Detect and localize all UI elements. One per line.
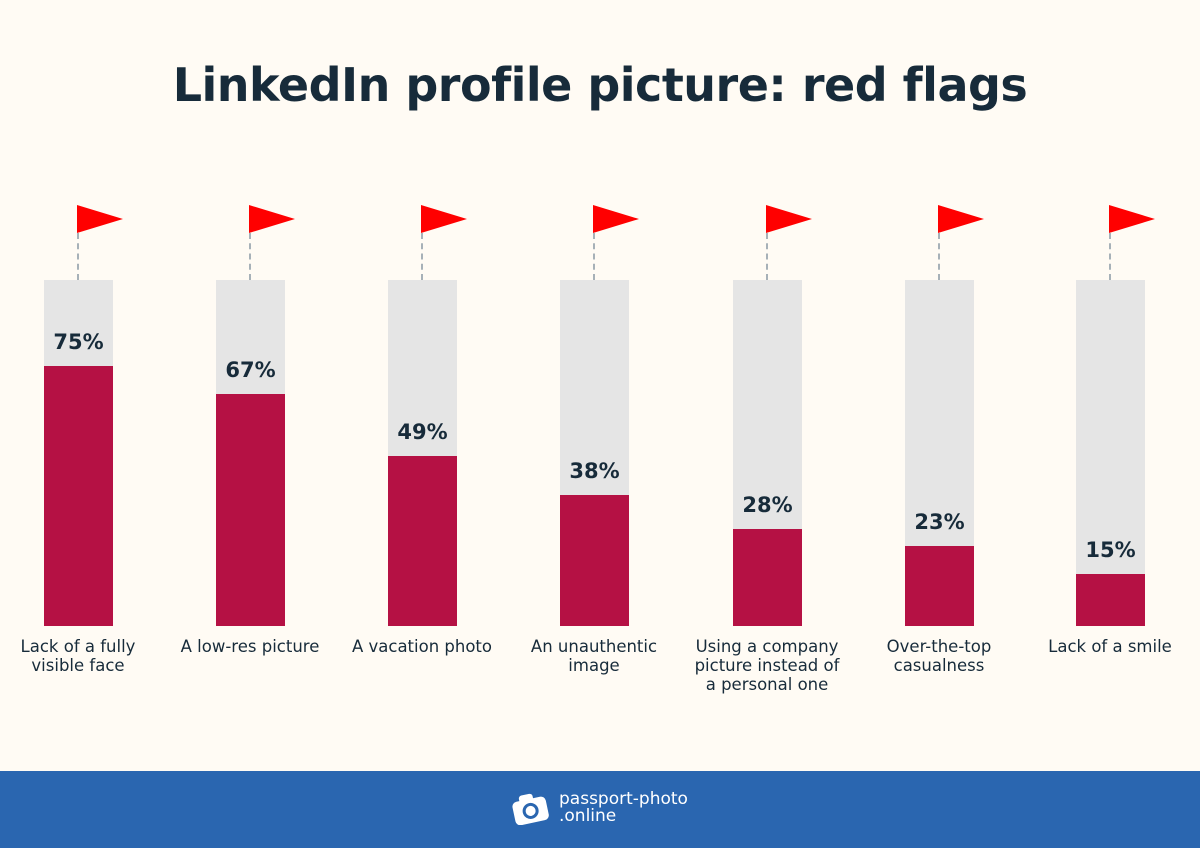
red-flag-icon (421, 205, 467, 233)
bar-category-label: An unauthentic image (530, 637, 658, 675)
flag-pole (766, 233, 768, 280)
chart-title: LinkedIn profile picture: red flags (172, 58, 1028, 112)
bar-column: 75% Lack of a fully visible face (0, 200, 165, 720)
bar-track: 75% (44, 280, 113, 626)
bar-track: 38% (560, 280, 629, 626)
bar-column: 38% An unauthentic image (509, 200, 681, 720)
bar-value-label: 28% (742, 493, 793, 517)
bar-column: 28% Using a company picture instead of a … (682, 200, 854, 720)
red-flag-icon (77, 205, 123, 233)
bar-track: 67% (216, 280, 285, 626)
bar-track: 23% (905, 280, 974, 626)
red-flag-icon (938, 205, 984, 233)
bar-value-label: 23% (914, 510, 965, 534)
flag-pole (421, 233, 423, 280)
camera-icon (512, 793, 549, 825)
flag-pole (249, 233, 251, 280)
bar-fill (905, 546, 974, 626)
brand-logo[interactable]: passport-photo .online (511, 791, 688, 825)
flag-pole (938, 233, 940, 280)
bar-column: 23% Over-the-top casualness (854, 200, 1026, 720)
bar-fill (1076, 574, 1145, 626)
bar-track: 28% (733, 280, 802, 626)
red-flag-icon (1109, 205, 1155, 233)
brand-line-2: .online (559, 806, 617, 826)
bar-column: 49% A vacation photo (337, 200, 509, 720)
bar-fill (216, 394, 285, 626)
bar-fill (560, 495, 629, 626)
bar-category-label: A vacation photo (351, 637, 493, 656)
footer-banner: passport-photo .online (0, 771, 1200, 848)
bar-track: 15% (1076, 280, 1145, 626)
brand-line-1: passport-photo (559, 789, 688, 809)
bar-category-label: Using a company picture instead of a per… (694, 637, 840, 694)
bar-column: 15% Lack of a smile (1025, 200, 1197, 720)
bar-category-label: Over-the-top casualness (886, 637, 992, 675)
red-flag-icon (249, 205, 295, 233)
bar-value-label: 15% (1085, 538, 1136, 562)
bar-value-label: 75% (53, 330, 104, 354)
bar-value-label: 38% (569, 459, 620, 483)
bar-chart: 75% Lack of a fully visible face 67% A low-… (0, 200, 1197, 720)
bar-column: 67% A low-res picture (165, 200, 337, 720)
flag-pole (77, 233, 79, 280)
red-flag-icon (593, 205, 639, 233)
brand-name: passport-photo .online (559, 791, 688, 825)
bar-track: 49% (388, 280, 457, 626)
bar-fill (44, 366, 113, 626)
bar-category-label: Lack of a smile (1048, 637, 1172, 656)
bar-value-label: 67% (225, 358, 276, 382)
bar-value-label: 49% (397, 420, 448, 444)
red-flag-icon (766, 205, 812, 233)
bar-category-label: A low-res picture (180, 637, 320, 656)
flag-pole (1109, 233, 1111, 280)
bar-category-label: Lack of a fully visible face (20, 637, 136, 675)
bar-fill (388, 456, 457, 626)
flag-pole (593, 233, 595, 280)
bar-fill (733, 529, 802, 626)
